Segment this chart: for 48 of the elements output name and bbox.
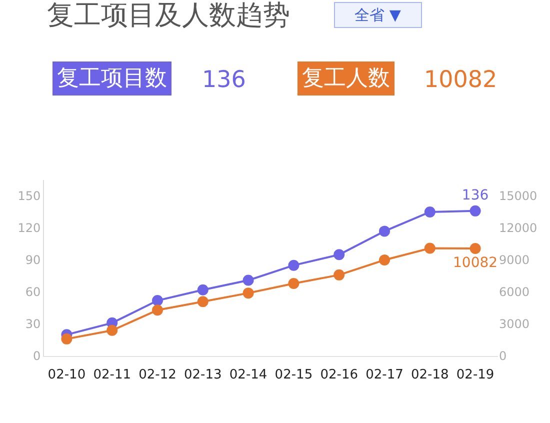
text: 136 <box>202 67 246 93</box>
data-label: 136 <box>462 188 489 204</box>
point <box>470 242 481 254</box>
point <box>424 242 436 254</box>
x-tick-label: 02-19 <box>456 368 494 383</box>
point <box>424 206 436 218</box>
y2-tick-label: 9000 <box>499 253 530 268</box>
y2-tick-label: 6000 <box>499 285 530 300</box>
point <box>242 274 254 286</box>
text: 全省 ▼ <box>354 6 402 24</box>
text: 10082 <box>424 67 498 93</box>
x-tick-label: 02-17 <box>366 368 404 383</box>
x-tick-label: 02-15 <box>274 368 313 383</box>
point <box>470 205 481 216</box>
x-tick-label: 02-16 <box>320 368 358 383</box>
chart-title: 复工项目及人数趋势 <box>47 0 290 31</box>
point <box>197 284 208 296</box>
point <box>379 254 390 266</box>
x-tick-label: 02-11 <box>93 368 131 383</box>
point <box>152 295 163 306</box>
y2-tick-label: 0 <box>499 349 507 364</box>
point <box>61 333 72 344</box>
y2-tick-label: 12000 <box>499 221 538 236</box>
x-tick-label: 02-10 <box>48 368 86 383</box>
y-tick-label: 120 <box>18 221 41 236</box>
point <box>288 278 300 289</box>
point <box>197 296 208 308</box>
y2-tick-label: 15000 <box>499 189 538 204</box>
text: 复工人数 <box>302 66 390 91</box>
point <box>379 226 390 237</box>
y2-tick-label: 3000 <box>499 317 530 332</box>
x-tick-label: 02-18 <box>411 368 449 383</box>
y-tick-label: 90 <box>25 253 41 268</box>
point <box>288 260 300 271</box>
y-tick-label: 150 <box>18 189 41 204</box>
point <box>334 269 345 280</box>
point <box>334 249 345 260</box>
point <box>106 324 118 336</box>
data-label: 10082 <box>453 254 498 271</box>
x-tick-label: 02-14 <box>229 368 268 383</box>
x-tick-label: 02-13 <box>184 368 222 383</box>
y-tick-label: 60 <box>25 285 41 300</box>
y-tick-label: 0 <box>32 349 41 364</box>
y-tick-label: 30 <box>25 317 41 332</box>
x-tick-label: 02-12 <box>138 368 176 383</box>
point <box>242 288 254 299</box>
text: 复工项目数 <box>57 66 167 91</box>
point <box>152 304 163 316</box>
